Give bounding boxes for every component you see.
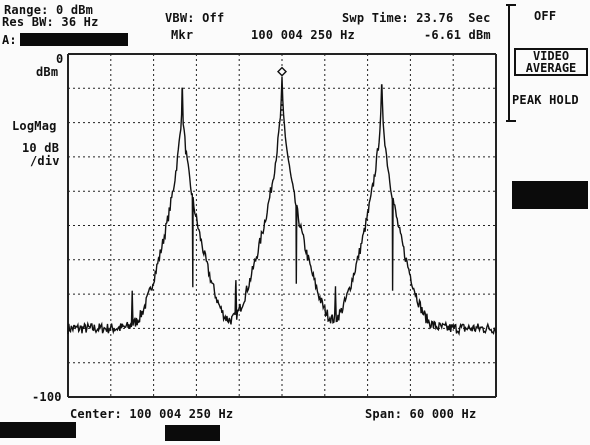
y-axis-top-value: 0 bbox=[56, 52, 64, 66]
graticule bbox=[67, 53, 497, 398]
range-readout: Range: 0 dBm bbox=[4, 3, 94, 17]
scale-mode-label: LogMag bbox=[12, 119, 57, 133]
trace-a-label: A: bbox=[2, 33, 17, 47]
marker-diamond-icon bbox=[277, 66, 287, 77]
softkey-bracket-top bbox=[506, 4, 516, 6]
softkey-off[interactable]: OFF bbox=[534, 9, 557, 23]
softkey-video-average-line2: AVERAGE bbox=[525, 61, 577, 75]
scale-per-div-value: 10 dB bbox=[22, 141, 60, 155]
scale-per-div-unit: /div bbox=[30, 154, 60, 168]
y-axis-top-unit: dBm bbox=[36, 65, 59, 79]
marker bbox=[277, 66, 287, 77]
res-bw-readout: Res BW: 36 Hz bbox=[2, 15, 99, 29]
softkey-bracket bbox=[508, 4, 510, 122]
softkey-peak-hold[interactable]: PEAK HOLD bbox=[512, 93, 579, 107]
softkey-blank[interactable] bbox=[512, 181, 588, 209]
softkey-video-average[interactable]: VIDEO AVERAGE bbox=[514, 48, 588, 76]
status-bar-left bbox=[0, 422, 76, 438]
sweep-time-readout: Swp Time: 23.76 Sec bbox=[342, 11, 491, 25]
marker-level: -6.61 dBm bbox=[424, 28, 491, 42]
status-bar-center bbox=[165, 425, 220, 441]
softkey-video-average-line1: VIDEO bbox=[532, 49, 570, 63]
softkey-bracket-bottom bbox=[506, 120, 516, 122]
marker-label: Mkr bbox=[171, 28, 194, 42]
spectrum-trace bbox=[67, 76, 497, 337]
span-readout: Span: 60 000 Hz bbox=[365, 407, 477, 421]
y-axis-bottom-value: -100 bbox=[32, 390, 62, 404]
vbw-readout: VBW: Off bbox=[165, 11, 225, 25]
center-frequency-readout: Center: 100 004 250 Hz bbox=[70, 407, 234, 421]
marker-frequency: 100 004 250 Hz bbox=[251, 28, 355, 42]
trace-a-entry-field[interactable] bbox=[20, 33, 128, 46]
